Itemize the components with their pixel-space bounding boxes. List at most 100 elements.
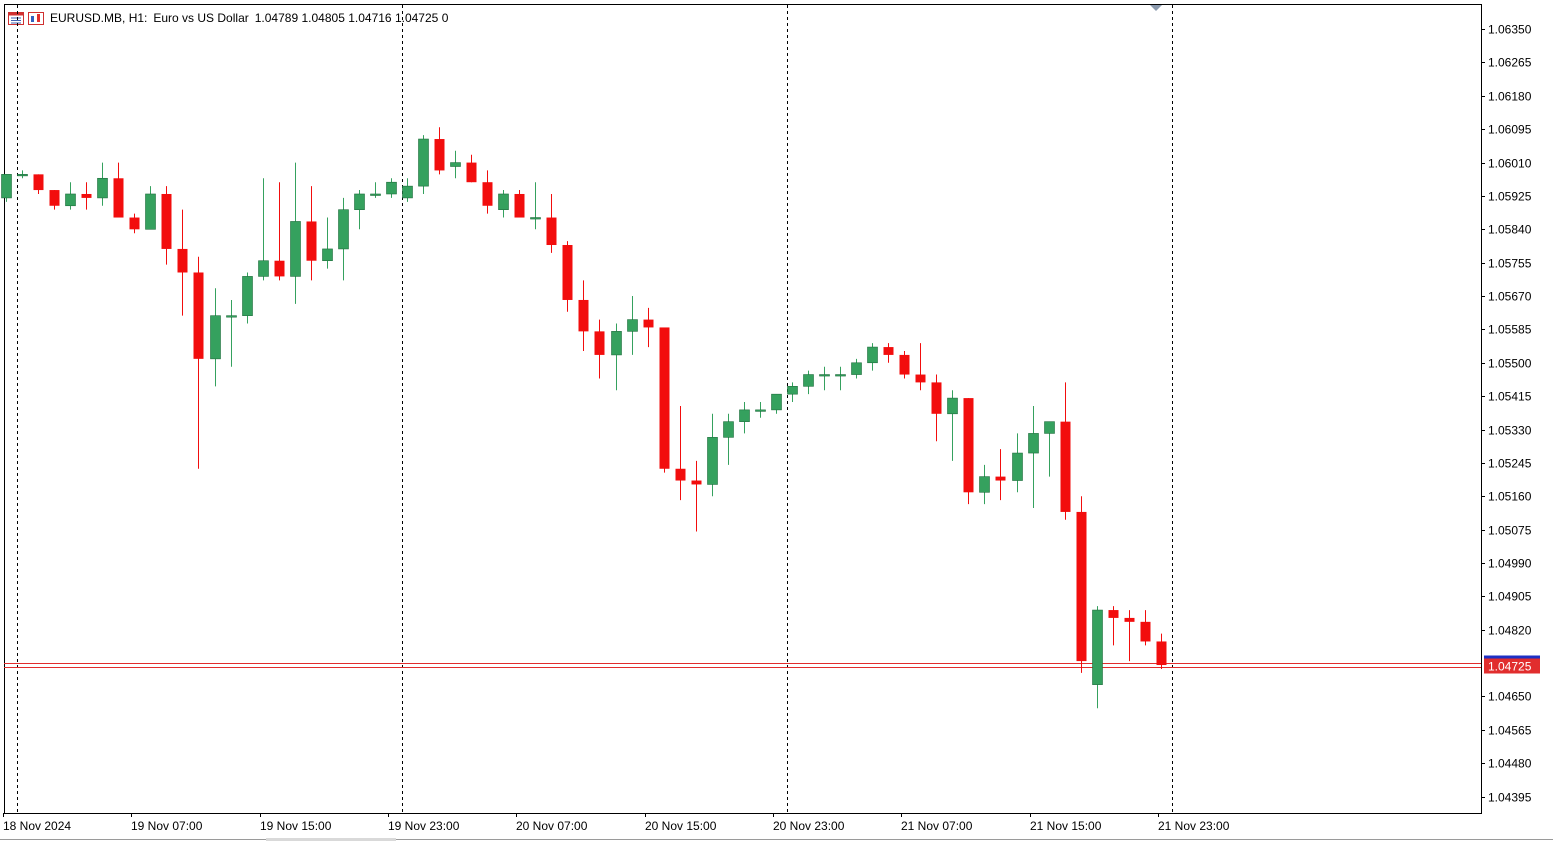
candle-body[interactable] [193,272,204,359]
candle-body[interactable] [177,248,188,273]
time-tick-label: 20 Nov 23:00 [773,819,845,833]
candle-body[interactable] [963,398,974,493]
current-price-badge [1484,657,1540,674]
candle-body[interactable] [402,185,413,199]
candle-body[interactable] [675,468,686,481]
time-tick-label: 21 Nov 07:00 [901,819,973,833]
price-tick-label: 1.06350 [1488,23,1532,37]
candle-body[interactable] [17,174,28,177]
chart-tab-strip[interactable] [266,838,396,841]
price-tick-label: 1.05500 [1488,357,1532,371]
candle-body[interactable] [771,393,782,411]
candle-body[interactable] [242,276,253,316]
candle-body[interactable] [129,217,140,230]
price-tick-label: 1.05415 [1488,390,1532,404]
candle-body[interactable] [1044,421,1055,434]
candle-body[interactable] [530,217,541,220]
candle-body[interactable] [81,193,92,198]
candle-body[interactable] [883,347,894,355]
chart-shift-marker[interactable] [1150,5,1162,11]
candle-body[interactable] [659,327,670,469]
candle-body[interactable] [915,374,926,383]
candle-body[interactable] [514,193,525,218]
candle-body[interactable] [65,193,76,207]
candle-body[interactable] [1076,511,1087,662]
candle-body[interactable] [594,331,605,355]
candle-body[interactable] [787,386,798,395]
candle-body[interactable] [226,315,237,318]
candle-body[interactable] [739,409,750,422]
candle-body[interactable] [466,162,477,183]
candle-body[interactable] [578,299,589,332]
ask-price-badge [1484,655,1540,659]
candle-body[interactable] [562,245,573,300]
candle-body[interactable] [723,421,734,438]
chart-header: EURUSD.MB, H1: Euro vs US Dollar 1.04789… [8,9,448,27]
candle-body[interactable] [290,221,301,277]
candle-body[interactable] [145,193,156,230]
time-tick-label: 19 Nov 15:00 [260,819,332,833]
candle-body[interactable] [835,374,846,377]
candle-body[interactable] [931,382,942,414]
candle-body[interactable] [819,374,830,377]
price-tick-label: 1.05245 [1488,457,1532,471]
description-label: Euro vs US Dollar [153,11,249,25]
candle-body[interactable] [707,437,718,485]
candle-body[interactable] [1108,610,1119,618]
candle-body[interactable] [370,193,381,196]
price-tick-label: 1.04480 [1488,757,1532,771]
candle-body[interactable] [1140,621,1151,642]
candle-body[interactable] [979,476,990,493]
candle-body[interactable] [611,331,622,356]
candle-body[interactable] [899,354,910,375]
time-tick-label: 21 Nov 23:00 [1158,819,1230,833]
candle-body[interactable] [851,362,862,375]
candle-body[interactable] [306,221,317,261]
candle-body[interactable] [354,193,365,210]
price-tick-label: 1.04905 [1488,590,1532,604]
candle-body[interactable] [803,374,814,387]
time-tick-label: 19 Nov 23:00 [388,819,460,833]
price-tick-label: 1.06010 [1488,157,1532,171]
candle-body[interactable] [947,397,958,415]
candle-body[interactable] [1012,452,1023,481]
candle-body[interactable] [338,209,349,250]
candle-body[interactable] [322,248,333,262]
candle-body[interactable] [627,319,638,332]
plot-frame [4,4,1482,814]
candle-body[interactable] [482,182,493,206]
candle-body[interactable] [434,139,445,171]
candle-body[interactable] [161,193,172,249]
candle-body[interactable] [755,409,766,412]
candle-body[interactable] [643,319,654,328]
candle-body[interactable] [113,178,124,218]
candle-body[interactable] [867,346,878,364]
candle-body[interactable] [33,174,44,191]
candle-body[interactable] [258,260,269,277]
candle-body[interactable] [386,181,397,195]
candle-body[interactable] [546,217,557,246]
candle-body[interactable] [1,174,12,199]
low-value: 1.04716 [348,11,392,25]
price-tick-label: 1.04395 [1488,791,1532,805]
candle-body[interactable] [97,177,108,199]
candle-body[interactable] [1028,433,1039,454]
candle-body[interactable] [691,480,702,485]
candle-body[interactable] [995,476,1006,481]
candle-body[interactable] [1124,617,1135,622]
candle-body[interactable] [210,315,221,360]
time-tick-label: 18 Nov 2024 [3,819,71,833]
price-tick-label: 1.04650 [1488,690,1532,704]
candle-body[interactable] [498,193,509,210]
candle-body[interactable] [418,138,429,187]
candle-body[interactable] [1092,609,1103,685]
candle-body[interactable] [49,190,60,206]
candle-body[interactable] [1156,641,1167,666]
candle-body[interactable] [450,162,461,167]
table-icon[interactable] [8,11,24,25]
chart-icon[interactable] [28,11,44,25]
candle-body[interactable] [274,260,285,277]
candle-body[interactable] [1060,421,1071,512]
